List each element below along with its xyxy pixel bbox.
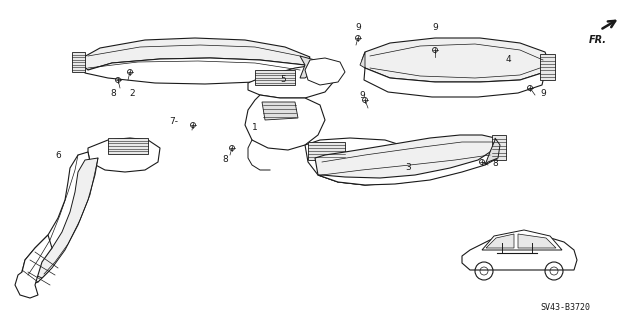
- Text: 1: 1: [252, 123, 258, 132]
- Polygon shape: [255, 70, 295, 85]
- Polygon shape: [262, 102, 298, 120]
- Text: 5: 5: [280, 76, 286, 85]
- Text: 4: 4: [505, 56, 511, 64]
- Text: 3: 3: [405, 164, 411, 173]
- Text: 9: 9: [540, 88, 546, 98]
- Polygon shape: [22, 152, 90, 285]
- Polygon shape: [362, 38, 548, 82]
- Text: 9: 9: [355, 24, 361, 33]
- Polygon shape: [486, 234, 514, 248]
- Polygon shape: [360, 52, 365, 68]
- Text: 8: 8: [222, 155, 228, 165]
- Polygon shape: [82, 38, 310, 70]
- Text: 8: 8: [110, 88, 116, 98]
- Polygon shape: [300, 56, 318, 78]
- Polygon shape: [518, 234, 556, 248]
- Text: SV43-B3720: SV43-B3720: [540, 303, 590, 312]
- Polygon shape: [485, 138, 500, 165]
- Text: 2: 2: [129, 88, 135, 98]
- Polygon shape: [318, 140, 500, 185]
- Polygon shape: [82, 58, 305, 84]
- Polygon shape: [305, 58, 345, 85]
- Polygon shape: [364, 68, 545, 97]
- Polygon shape: [245, 95, 325, 150]
- Text: FR.: FR.: [589, 35, 607, 45]
- Polygon shape: [108, 138, 148, 154]
- Polygon shape: [462, 236, 577, 270]
- Polygon shape: [15, 235, 52, 298]
- Text: 9: 9: [432, 24, 438, 33]
- Polygon shape: [482, 230, 562, 250]
- Polygon shape: [305, 138, 418, 185]
- Text: 7-: 7-: [169, 117, 178, 127]
- Text: 8: 8: [492, 159, 498, 167]
- Polygon shape: [308, 142, 345, 160]
- Polygon shape: [72, 52, 85, 72]
- Polygon shape: [315, 135, 500, 185]
- Text: 6: 6: [55, 151, 61, 160]
- Text: 9: 9: [359, 91, 365, 100]
- Polygon shape: [35, 158, 98, 278]
- Polygon shape: [88, 138, 160, 172]
- Polygon shape: [540, 54, 555, 80]
- Polygon shape: [248, 65, 335, 98]
- Polygon shape: [492, 135, 506, 160]
